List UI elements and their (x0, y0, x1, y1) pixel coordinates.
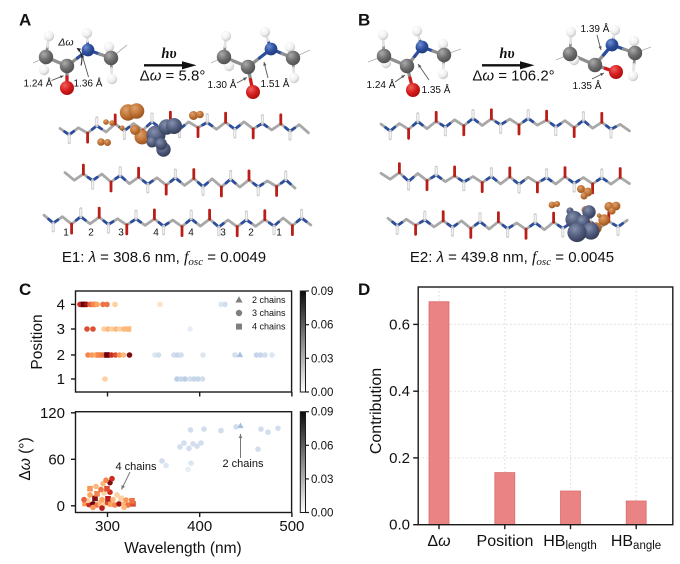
svg-text:3: 3 (57, 321, 65, 338)
svg-text:2: 2 (57, 347, 65, 364)
svg-text:3: 3 (118, 228, 124, 239)
svg-text:0.09: 0.09 (311, 286, 333, 298)
svg-text:0.6: 0.6 (389, 316, 410, 333)
svg-text:E1: λ = 308.6 nm, fosc = 0.004: E1: λ = 308.6 nm, fosc = 0.0049 (62, 249, 266, 268)
svg-text:0.06: 0.06 (311, 440, 333, 452)
svg-text:C: C (19, 280, 31, 299)
svg-text:0.0: 0.0 (389, 517, 410, 534)
svg-text:Position: Position (29, 314, 46, 369)
svg-text:E2: λ = 439.8 nm, fosc = 0.004: E2: λ = 439.8 nm, fosc = 0.0045 (410, 249, 614, 268)
svg-text:Δω = 5.8°: Δω = 5.8° (140, 68, 206, 85)
svg-text:1.35 Å: 1.35 Å (422, 83, 451, 96)
svg-text:1.24 Å: 1.24 Å (367, 78, 396, 91)
svg-text:Position: Position (477, 533, 534, 550)
svg-text:0.09: 0.09 (311, 407, 333, 419)
svg-text:0.03: 0.03 (311, 474, 333, 486)
svg-text:2: 2 (248, 228, 254, 239)
svg-text:4: 4 (153, 228, 159, 239)
svg-text:0.00: 0.00 (311, 508, 333, 520)
svg-text:Δω = 106.2°: Δω = 106.2° (472, 68, 554, 85)
svg-text:1.36 Å: 1.36 Å (74, 77, 103, 90)
svg-text:0.00: 0.00 (311, 387, 333, 399)
svg-text:0.4: 0.4 (389, 383, 410, 400)
svg-text:hυ: hυ (499, 46, 514, 62)
svg-text:2: 2 (88, 228, 94, 239)
svg-text:Δω (°): Δω (°) (17, 437, 34, 480)
svg-text:3: 3 (220, 228, 226, 239)
svg-text:4 chains: 4 chains (116, 461, 157, 473)
svg-text:hυ: hυ (161, 46, 176, 62)
svg-text:D: D (358, 280, 370, 299)
svg-text:3 chains: 3 chains (252, 308, 286, 318)
svg-text:4 chains: 4 chains (252, 322, 286, 332)
svg-text:1.30 Å: 1.30 Å (208, 78, 237, 91)
svg-text:0.2: 0.2 (389, 450, 410, 467)
svg-text:Wavelength (nm): Wavelength (nm) (124, 540, 241, 557)
svg-text:1: 1 (57, 371, 65, 388)
svg-text:400: 400 (187, 518, 212, 535)
svg-text:B: B (358, 11, 370, 30)
svg-text:1.39 Å: 1.39 Å (581, 22, 610, 35)
svg-text:2 chains: 2 chains (223, 458, 264, 470)
svg-text:A: A (19, 11, 31, 30)
svg-text:HBangle: HBangle (611, 533, 661, 552)
svg-text:120: 120 (40, 405, 65, 422)
svg-text:0.03: 0.03 (311, 353, 333, 365)
svg-text:Contribution: Contribution (368, 368, 385, 454)
svg-text:0.06: 0.06 (311, 320, 333, 332)
svg-text:4: 4 (57, 296, 65, 313)
svg-text:1.35 Å: 1.35 Å (573, 79, 602, 92)
svg-text:1: 1 (63, 228, 69, 239)
svg-text:1.51 Å: 1.51 Å (261, 77, 290, 90)
svg-text:Δω: Δω (57, 37, 73, 49)
svg-text:500: 500 (279, 518, 304, 535)
svg-text:1.24 Å: 1.24 Å (24, 77, 53, 90)
svg-text:2 chains: 2 chains (252, 295, 286, 305)
svg-text:60: 60 (48, 451, 65, 468)
svg-text:0: 0 (57, 498, 65, 515)
svg-text:Δω: Δω (427, 533, 450, 550)
svg-text:1: 1 (276, 228, 282, 239)
svg-text:HBlength: HBlength (543, 533, 597, 552)
svg-text:4: 4 (188, 228, 194, 239)
svg-text:300: 300 (95, 518, 120, 535)
